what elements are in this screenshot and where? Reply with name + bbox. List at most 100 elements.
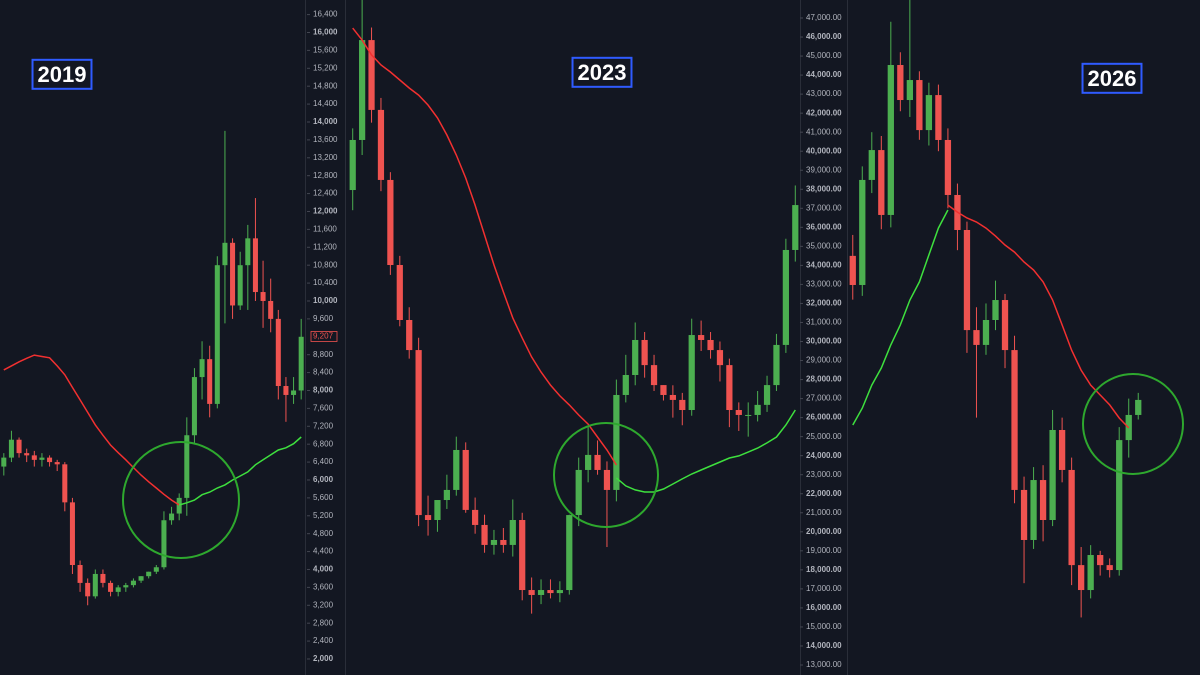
candle-body <box>237 265 243 306</box>
y-tick-label: 7,600 <box>313 403 334 412</box>
candle-body <box>1 457 7 467</box>
candle-body <box>138 576 144 581</box>
y-tick-label: 38,000.00 <box>806 184 842 193</box>
candle-body <box>1078 565 1085 591</box>
candle-body <box>100 573 106 583</box>
candle-body <box>859 179 866 285</box>
candle-body <box>745 414 752 416</box>
y-tick-label: 9,600 <box>313 314 334 323</box>
candle-body <box>679 399 686 411</box>
highlight-circle <box>1082 373 1184 475</box>
y-tick-label: 3,600 <box>313 582 334 591</box>
y-tick-label: 27,000.00 <box>806 394 842 403</box>
candle-body <box>24 453 30 456</box>
y-tick-label: 4,400 <box>313 547 334 556</box>
candle-body <box>54 462 60 465</box>
y-tick-label: 45,000.00 <box>806 51 842 60</box>
candle-body <box>415 350 422 516</box>
y-tick-label: 10,400 <box>313 278 338 287</box>
candle-body <box>176 497 182 514</box>
candle-body <box>754 404 761 415</box>
moving-average-line <box>352 27 618 466</box>
candle-body <box>1058 429 1066 470</box>
candle-body <box>161 520 167 568</box>
candle-body <box>245 238 251 266</box>
y-tick-label: 46,000.00 <box>806 32 842 41</box>
y-tick-label: 8,000 <box>313 386 334 395</box>
y-tick-label: 14,000.00 <box>806 641 842 650</box>
y-tick-label: 2,000 <box>313 654 334 663</box>
y-tick-label: 24,000.00 <box>806 451 842 460</box>
y-tick-label: 15,600 <box>313 45 338 54</box>
y-tick-label: 19,000.00 <box>806 546 842 555</box>
y-tick-label: 41,000.00 <box>806 127 842 136</box>
candle-body <box>1030 480 1037 540</box>
y-tick-label: 47,000.00 <box>806 13 842 22</box>
moving-average-line <box>615 409 796 493</box>
candle-body <box>849 255 856 285</box>
price-label: 9,207 <box>313 332 334 341</box>
candle-body <box>1106 565 1113 571</box>
candle-body <box>298 336 304 391</box>
moving-average-line <box>178 436 302 506</box>
candle-body <box>169 513 175 521</box>
candle-body <box>77 565 83 583</box>
candle-body <box>707 339 714 351</box>
moving-average-line <box>852 209 949 426</box>
candle-body <box>773 344 780 386</box>
y-tick-label: 25,000.00 <box>806 432 842 441</box>
candle-body <box>434 500 441 521</box>
candle-body <box>8 439 14 458</box>
candle-body <box>782 249 789 345</box>
y-tick-label: 11,200 <box>313 242 337 251</box>
candle-body <box>191 377 197 436</box>
y-tick-label: 12,000 <box>313 207 338 216</box>
candle-body <box>575 469 582 516</box>
candle-body <box>387 179 394 266</box>
y-tick-label: 13,200 <box>313 153 338 162</box>
y-tick-label: 2,800 <box>313 618 334 627</box>
y-tick-label: 18,000.00 <box>806 565 842 574</box>
y-tick-label: 40,000.00 <box>806 146 842 155</box>
candle-body <box>500 539 507 545</box>
candle-body <box>462 449 469 510</box>
y-tick-label: 6,400 <box>313 457 334 466</box>
y-tick-label: 42,000.00 <box>806 108 842 117</box>
candle-body <box>735 410 742 415</box>
candle-body <box>973 330 980 345</box>
moving-average-line <box>947 204 1130 429</box>
candle-body <box>1049 429 1056 521</box>
candle-body <box>275 318 281 387</box>
y-tick-label: 26,000.00 <box>806 413 842 422</box>
candle-body <box>39 457 45 460</box>
candle-body <box>31 455 37 460</box>
y-tick-label: 14,800 <box>313 81 338 90</box>
candle-body <box>268 300 274 319</box>
y-tick-label: 5,600 <box>313 493 334 502</box>
y-tick-label: 31,000.00 <box>806 318 842 327</box>
y-tick-label: 13,000.00 <box>806 660 842 669</box>
y-tick-label: 33,000.00 <box>806 280 842 289</box>
candle-body <box>963 229 971 331</box>
y-tick-label: 14,400 <box>313 99 338 108</box>
y-tick-label: 15,000.00 <box>806 622 842 631</box>
candle-body <box>688 335 695 411</box>
y-tick-label: 29,000.00 <box>806 356 842 365</box>
candle-body <box>982 320 990 345</box>
candle-body <box>1020 489 1028 540</box>
y-tick-label: 16,000.00 <box>806 603 842 612</box>
candle-body <box>632 339 639 375</box>
y-tick-label: 5,200 <box>313 511 334 520</box>
candle-body <box>906 80 913 101</box>
candle-body <box>1116 440 1123 571</box>
y-tick-label: 28,000.00 <box>806 375 842 384</box>
candle-body <box>130 580 136 586</box>
y-tick-label: 23,000.00 <box>806 470 842 479</box>
y-tick-label: 10,000 <box>313 296 338 305</box>
candle-body <box>184 435 190 498</box>
candle-body <box>108 582 114 592</box>
candle-body <box>603 469 611 490</box>
candle-body <box>537 590 545 595</box>
candle-body <box>368 40 375 110</box>
